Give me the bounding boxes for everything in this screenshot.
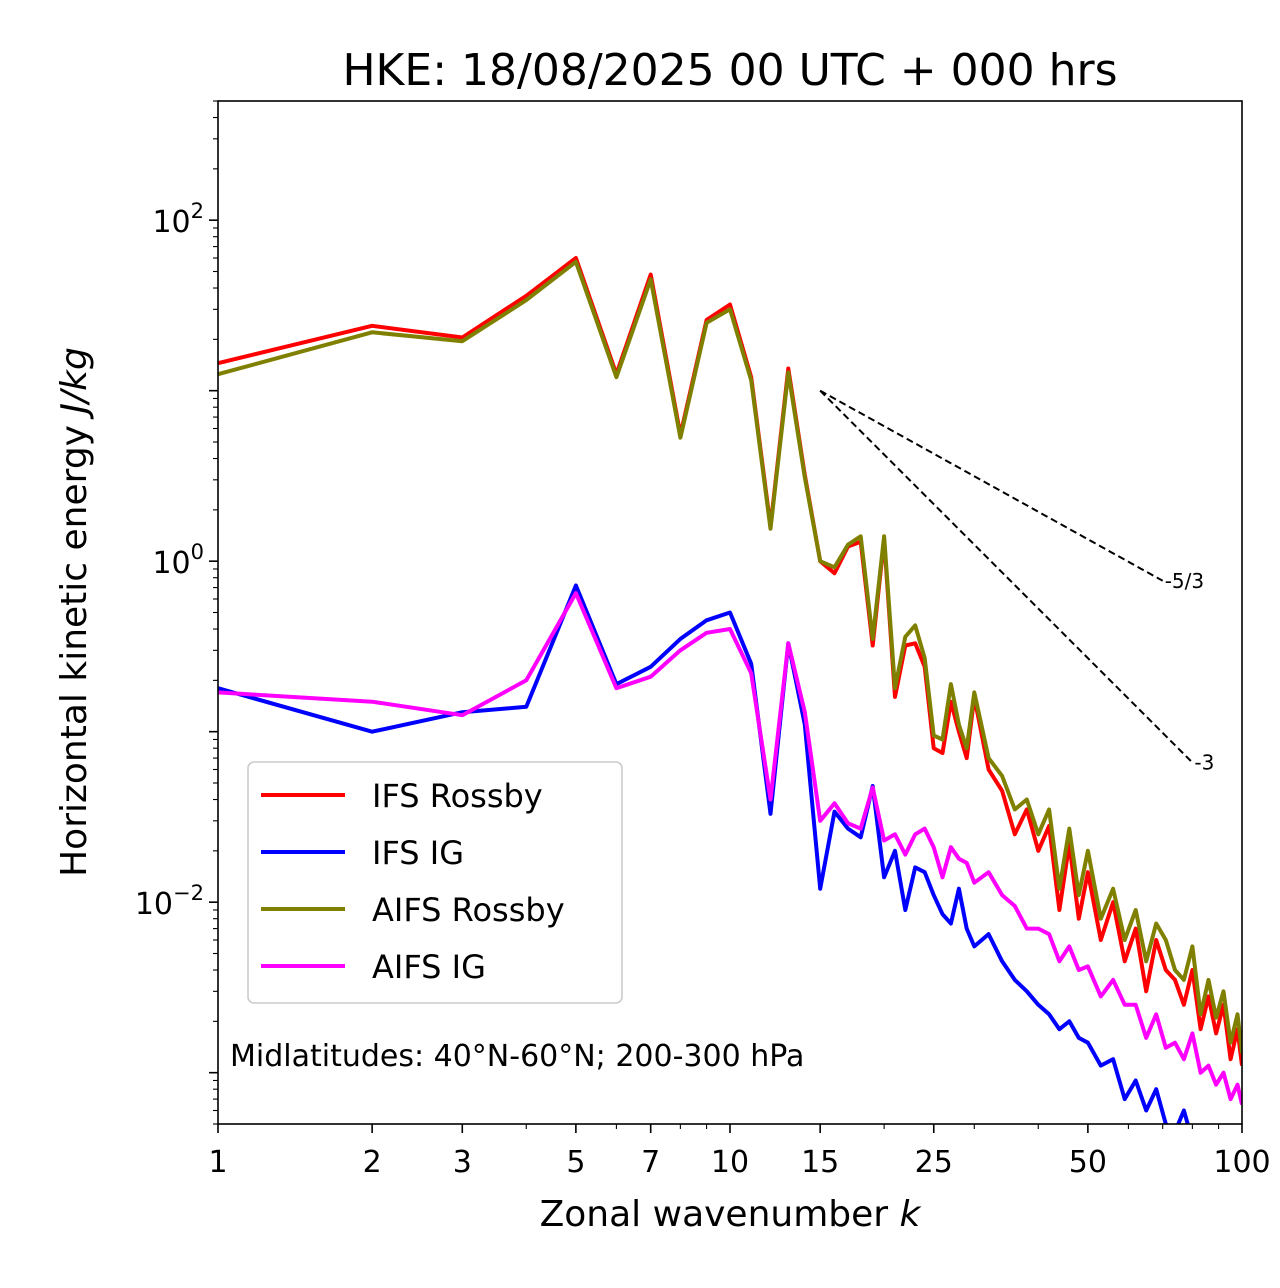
y-axis-title-text: Horizontal kinetic energy [54,425,95,877]
x-tick-label: 50 [1069,1145,1107,1180]
x-tick-label: 5 [566,1145,585,1180]
region-annotation: Midlatitudes: 40°N-60°N; 200-300 hPa [230,1039,804,1074]
x-tick-label: 10 [711,1145,749,1180]
x-axis-title: Zonal wavenumber k [540,1194,923,1235]
y-tick-label: 10−2 [135,881,204,922]
reference-line [819,389,1194,764]
legend: IFS Rossby IFS IG AIFS Rossby AIFS IG [247,761,623,1004]
legend-box [247,761,623,1004]
x-tick-label: 1 [208,1145,227,1180]
series-line-aifs-ig [218,591,1242,1106]
x-axis-ticks: 1 2 3 5 7 10 15 25 50 100 [208,1124,1271,1180]
reference-line [819,389,1164,582]
y-tick-exponent: −2 [173,881,204,905]
x-axis-title-text: Zonal wavenumber [540,1194,889,1235]
chart-title: HKE: 18/08/2025 00 UTC + 000 hrs [342,45,1117,96]
x-tick-label: 3 [453,1145,472,1180]
x-tick-label: 25 [915,1145,953,1180]
y-tick-label: 102 [152,199,204,240]
reference-line-label: -3 [1194,751,1214,775]
y-tick-base: 10 [152,546,190,581]
series-line-aifs-rossby [218,259,1242,1054]
x-tick-label: 7 [641,1145,660,1180]
reference-slope-lines: -5/3 -3 [819,389,1214,775]
x-tick-label: 2 [363,1145,382,1180]
x-tick-label: 15 [801,1145,839,1180]
legend-label: AIFS Rossby [372,891,565,929]
x-tick-label: 100 [1213,1145,1270,1180]
y-tick-base: 10 [135,887,173,922]
x-axis-variable: k [900,1194,923,1235]
series-line-ifs-ig [218,583,1190,1124]
y-axis-title: Horizontal kinetic energy J/kg [54,347,95,877]
legend-label: AIFS IG [372,948,486,986]
y-tick-exponent: 0 [191,540,204,564]
legend-label: IFS Rossby [372,777,543,815]
y-tick-label: 100 [152,540,204,581]
reference-line-label: -5/3 [1165,569,1204,593]
series-layer [218,256,1242,1124]
y-axis-unit: J/kg [54,347,95,419]
y-tick-exponent: 2 [191,199,204,223]
legend-label: IFS IG [372,834,464,872]
y-tick-base: 10 [152,205,190,240]
